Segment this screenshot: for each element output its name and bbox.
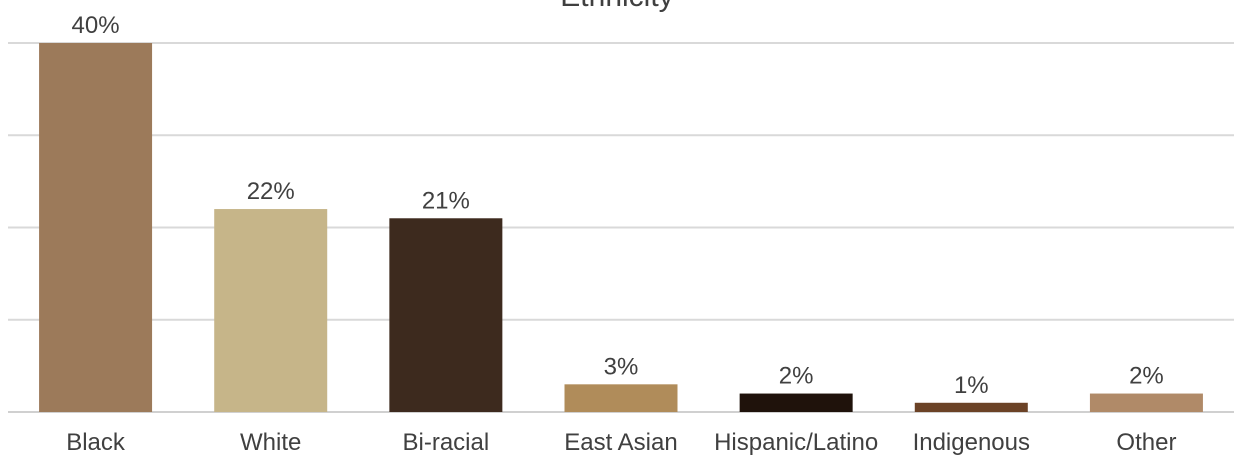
data-label: 2% xyxy=(1129,363,1164,390)
bars xyxy=(39,43,1203,412)
category-label: White xyxy=(240,429,301,456)
data-label: 22% xyxy=(247,178,295,205)
category-label: Bi-racial xyxy=(403,429,490,456)
bar-east-asian xyxy=(564,384,678,412)
category-label: Indigenous xyxy=(913,429,1030,456)
category-label: Black xyxy=(66,429,126,456)
category-label: East Asian xyxy=(564,429,677,456)
data-label: 1% xyxy=(954,372,989,399)
data-label: 40% xyxy=(72,12,120,39)
bar-hispanic-latino xyxy=(739,393,853,412)
category-label: Hispanic/Latino xyxy=(714,429,878,456)
chart-title: Ethnicity xyxy=(560,0,673,13)
bar-indigenous xyxy=(914,402,1028,412)
bar-white xyxy=(214,209,328,412)
data-label: 2% xyxy=(779,363,814,390)
gridlines xyxy=(8,42,1234,413)
bar-other xyxy=(1089,393,1203,412)
bar-bi-racial xyxy=(389,218,503,412)
category-labels: Black White Bi-racial East Asian Hispanic/La… xyxy=(66,429,1176,456)
bar-black xyxy=(39,43,153,412)
data-label: 21% xyxy=(422,187,470,214)
category-label: Other xyxy=(1116,429,1176,456)
data-label: 3% xyxy=(604,353,639,380)
data-labels: 40% 22% 21% 3% 2% 1% 2% xyxy=(72,12,1164,399)
